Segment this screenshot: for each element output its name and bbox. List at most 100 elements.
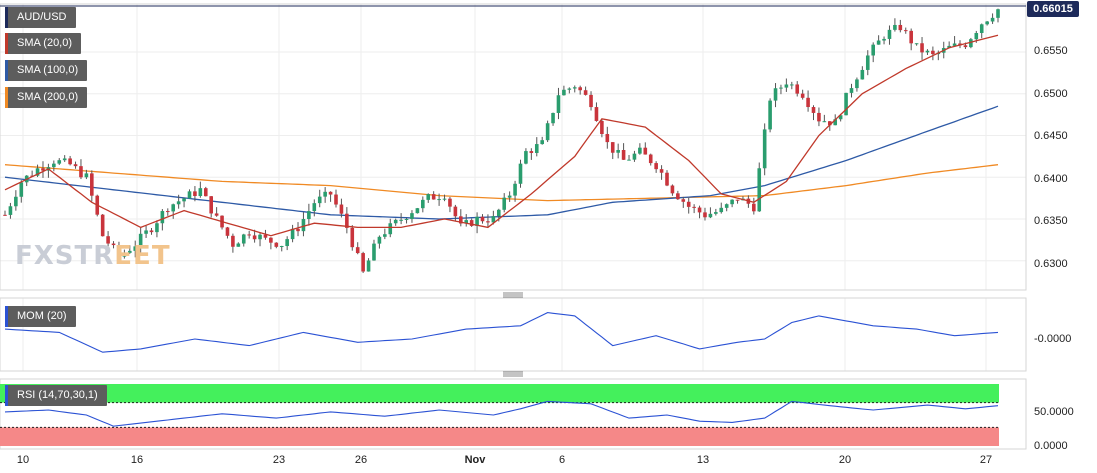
- xaxis-tick: 23: [272, 454, 286, 466]
- candle-body: [448, 198, 452, 207]
- candle-body: [366, 260, 371, 272]
- legend-momentum[interactable]: MOM (20): [5, 306, 76, 327]
- panel-resize-handle[interactable]: [503, 292, 523, 298]
- candle-body: [648, 154, 653, 164]
- candle-body: [437, 199, 441, 201]
- sma20-line: [4, 34, 999, 237]
- candle: [903, 27, 908, 34]
- candle-body: [686, 201, 691, 207]
- candle: [800, 89, 805, 100]
- legend-sma100[interactable]: SMA (100,0): [5, 60, 88, 81]
- candle-body: [876, 40, 881, 45]
- candle-body: [513, 183, 517, 196]
- candle-body: [73, 164, 78, 167]
- candle: [551, 112, 555, 126]
- candle-body: [149, 230, 154, 233]
- candle-body: [643, 147, 648, 155]
- candle-body: [849, 88, 854, 93]
- candle: [534, 137, 539, 157]
- legend-sma20[interactable]: SMA (20,0): [5, 33, 82, 54]
- candle-body: [724, 204, 729, 208]
- candle: [654, 161, 658, 173]
- candle-body: [258, 234, 262, 240]
- candle-body: [556, 95, 561, 113]
- candle-body: [144, 230, 148, 234]
- candle: [882, 36, 886, 45]
- candle-body: [84, 173, 89, 178]
- candle-body: [274, 242, 279, 247]
- candle-body: [421, 199, 425, 209]
- candle-body: [708, 213, 713, 218]
- candle: [822, 114, 827, 123]
- candle: [567, 87, 572, 94]
- candle-body: [692, 206, 696, 208]
- candle-body: [860, 69, 865, 80]
- candle-body: [567, 88, 572, 90]
- candle-body: [974, 33, 979, 40]
- price-tick: 0.6400: [1034, 173, 1068, 185]
- candle-body: [502, 197, 507, 210]
- candle: [518, 159, 523, 188]
- candle: [876, 35, 881, 45]
- candle: [540, 136, 544, 145]
- candle: [648, 153, 653, 166]
- rsi-threshold-bands: [0, 384, 999, 446]
- candle-body: [301, 219, 306, 232]
- candle-body: [236, 243, 241, 247]
- candle: [149, 228, 154, 235]
- candle: [969, 37, 973, 49]
- candle: [643, 142, 648, 155]
- candle: [827, 121, 832, 131]
- candle: [985, 20, 989, 26]
- candle: [887, 25, 892, 45]
- candle: [779, 84, 783, 95]
- candle-body: [920, 43, 924, 53]
- candle: [475, 212, 479, 234]
- candle-body: [486, 221, 490, 223]
- panel-resize-handle[interactable]: [503, 371, 523, 377]
- candle-body: [518, 163, 523, 184]
- candle-body: [496, 209, 501, 217]
- candle: [790, 81, 794, 90]
- candle-body: [545, 123, 550, 141]
- sma200-line: [4, 164, 999, 202]
- candle: [795, 81, 800, 97]
- price-panel: [0, 3, 1027, 291]
- candle: [757, 162, 762, 212]
- candle-body: [583, 90, 588, 95]
- candle: [600, 118, 604, 138]
- candle: [583, 86, 588, 96]
- candle: [502, 193, 507, 213]
- candle-body: [182, 198, 186, 202]
- candle-body: [952, 43, 957, 46]
- candle: [697, 205, 702, 219]
- candle-body: [328, 191, 333, 195]
- candle: [730, 199, 734, 208]
- candle: [681, 196, 686, 208]
- candle-body: [307, 211, 311, 220]
- candle: [421, 196, 425, 213]
- candle-body: [659, 169, 664, 173]
- candle-body: [795, 84, 800, 94]
- candle-body: [41, 168, 45, 171]
- candle: [627, 155, 631, 161]
- candle: [100, 214, 105, 237]
- candle-body: [383, 234, 387, 237]
- candle-body: [68, 158, 72, 165]
- candle: [46, 163, 51, 178]
- candle-body: [415, 208, 420, 214]
- sma20-label: SMA (20,0): [17, 37, 73, 49]
- candle-body: [524, 151, 528, 164]
- candle-body: [529, 151, 534, 153]
- legend-sma200[interactable]: SMA (200,0): [5, 87, 88, 108]
- candle-body: [231, 235, 235, 247]
- candle-body: [79, 166, 83, 178]
- legend-rsi[interactable]: RSI (14,70,30,1): [5, 385, 107, 406]
- candle: [442, 194, 447, 202]
- candle-body: [361, 253, 365, 272]
- price-tick: 0.6300: [1034, 258, 1068, 270]
- candle-body: [57, 160, 62, 164]
- symbol-legend[interactable]: AUD/USD: [5, 7, 76, 28]
- candle-body: [947, 45, 951, 49]
